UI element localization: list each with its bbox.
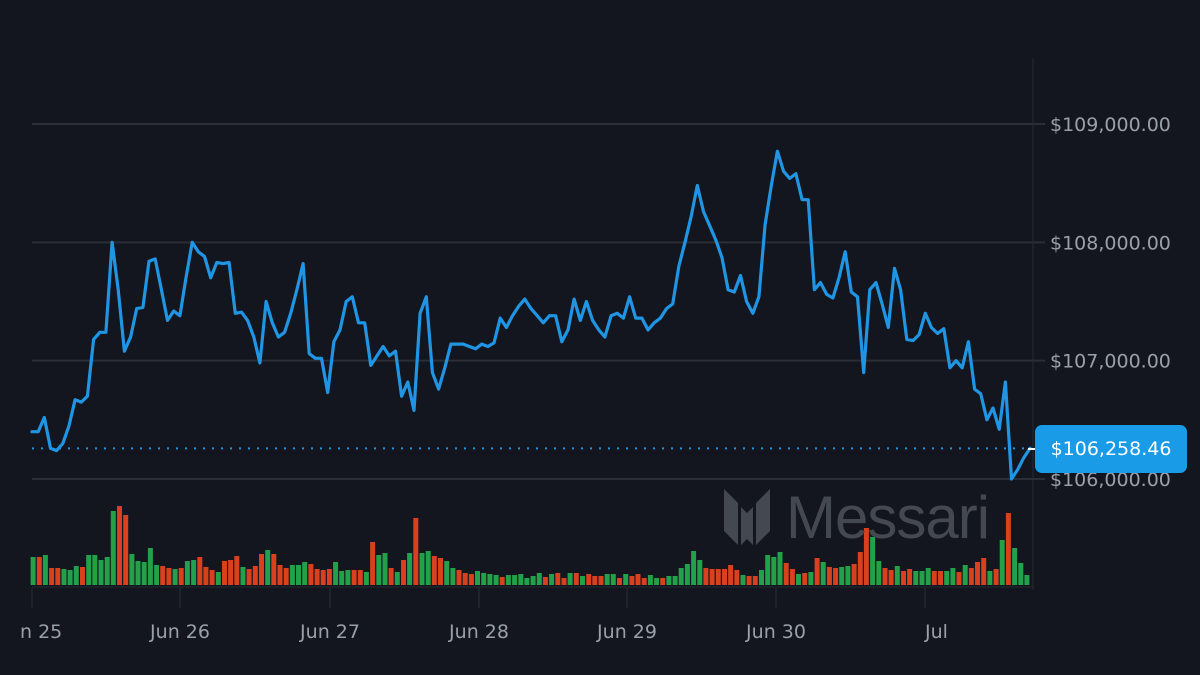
messari-wordmark: Messari — [786, 483, 990, 551]
y-tick-label: $106,000.00 — [1050, 469, 1171, 491]
x-tick-label: Jun 26 — [149, 621, 210, 643]
y-tick-label: $109,000.00 — [1050, 114, 1171, 136]
x-tick-label: Jun 27 — [299, 621, 360, 643]
x-tick-label: n 25 — [20, 621, 62, 643]
y-tick-label: $107,000.00 — [1050, 351, 1171, 373]
volume-bars — [30, 506, 1030, 585]
price-series-line — [30, 149, 1032, 481]
x-tick-label: Jun 29 — [596, 621, 657, 643]
messari-logo-icon — [724, 489, 770, 545]
messari-watermark: Messari — [722, 482, 990, 552]
x-tick-label: Jun 28 — [448, 621, 509, 643]
current-price-badge: $106,258.46 — [1035, 425, 1187, 473]
y-axis-labels: $109,000.00 $108,000.00 $107,000.00 $106,00… — [1050, 114, 1171, 491]
x-tick-label: Jun 30 — [745, 621, 806, 643]
x-axis-labels: n 25 Jun 26 Jun 27 Jun 28 Jun 29 Jun 30 Jul — [20, 588, 948, 643]
grid-lines — [32, 123, 1045, 480]
y-tick-label: $108,000.00 — [1050, 232, 1171, 254]
x-tick-label: Jul — [924, 621, 948, 643]
